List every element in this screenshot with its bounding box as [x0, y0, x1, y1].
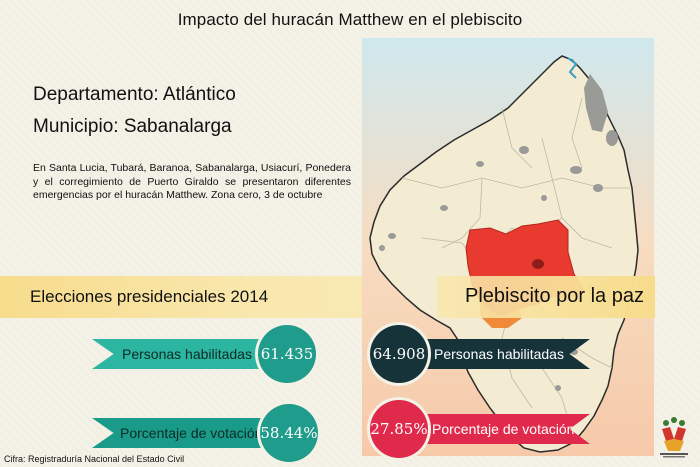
- elecciones-votacion-label: Porcentaje de votación: [120, 425, 263, 441]
- plebiscito-habilitadas-label: Personas habilitadas: [434, 346, 564, 362]
- elecciones-band: [0, 276, 362, 318]
- municipal-borders: [401, 97, 630, 434]
- elecciones-votacion-value: 58.44%: [260, 424, 318, 442]
- elecciones-heading: Elecciones presidenciales 2014: [30, 287, 269, 306]
- plebiscito-votacion-circle: 27.85%: [370, 400, 428, 458]
- elecciones-votacion-circle: 58.44%: [260, 404, 318, 462]
- plebiscito-votacion-value: 27.85%: [370, 420, 428, 438]
- description-text: En Santa Lucia, Tubará, Baranoa, Sabanal…: [33, 162, 351, 201]
- plebiscito-votacion-ribbon: Porcentaje de votación: [420, 414, 590, 444]
- source-note: Cifra: Registraduría Nacional del Estado…: [4, 454, 185, 464]
- departamento-label: Departamento: Atlántico: [33, 84, 236, 105]
- elecciones-habilitadas-value: 61.435: [260, 345, 314, 363]
- organization-logo-icon: [660, 417, 688, 458]
- plebiscito-habilitadas-circle: 64.908: [370, 325, 428, 383]
- elecciones-habilitadas-label: Personas habilitadas: [122, 346, 252, 362]
- elecciones-votacion-ribbon: Porcentaje de votación: [92, 418, 272, 448]
- plebiscito-habilitadas-value: 64.908: [372, 345, 426, 363]
- plebiscito-votacion-label: Porcentaje de votación: [432, 421, 575, 437]
- elecciones-habilitadas-ribbon: Personas habilitadas: [92, 339, 272, 369]
- river: [567, 57, 578, 79]
- page-title: Impacto del huracán Matthew en el plebis…: [177, 10, 523, 29]
- neighbor-orange: [480, 300, 522, 328]
- municipio-label: Municipio: Sabanalarga: [33, 116, 232, 137]
- elecciones-habilitadas-circle: 61.435: [258, 325, 316, 383]
- plebiscito-heading: Plebiscito por la paz: [465, 285, 644, 307]
- map-svg: [362, 38, 654, 456]
- sabanalarga-town: [532, 259, 544, 269]
- plebiscito-band: [437, 276, 655, 318]
- map: [362, 38, 654, 456]
- plebiscito-habilitadas-ribbon: Personas habilitadas: [420, 339, 590, 369]
